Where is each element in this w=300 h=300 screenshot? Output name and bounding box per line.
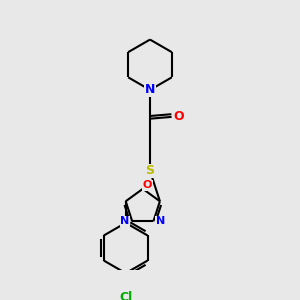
Text: Cl: Cl — [119, 291, 132, 300]
Text: O: O — [142, 180, 152, 190]
Text: S: S — [146, 164, 154, 177]
Text: N: N — [145, 83, 155, 96]
Text: N: N — [120, 216, 130, 226]
Text: N: N — [156, 216, 165, 226]
Text: O: O — [173, 110, 184, 122]
